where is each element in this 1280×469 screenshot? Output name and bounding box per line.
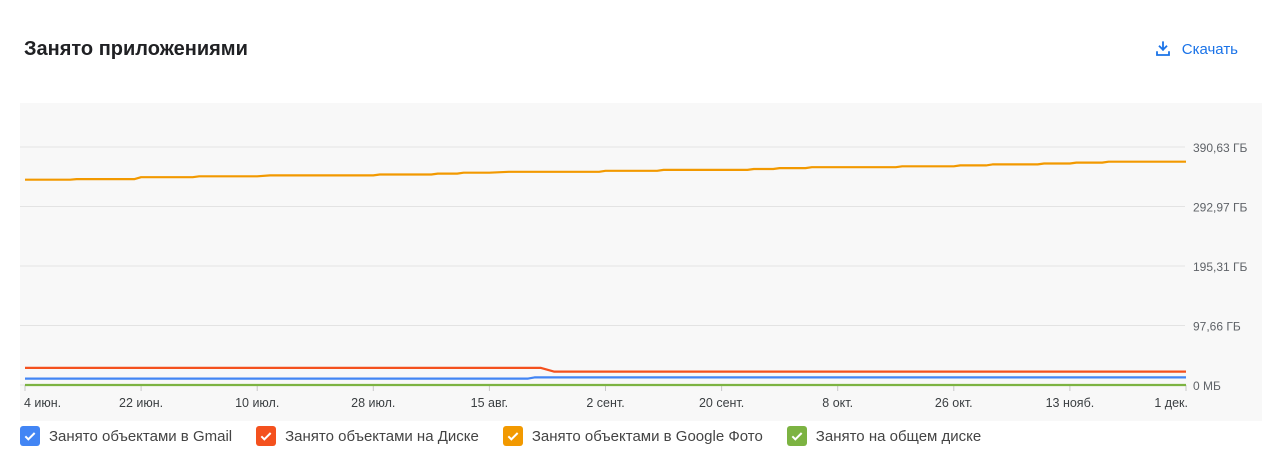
- checkbox-checked-icon[interactable]: [256, 426, 277, 446]
- series-line: [25, 366, 1186, 373]
- download-icon: [1155, 41, 1170, 56]
- x-tick-label: 20 сент.: [699, 396, 744, 410]
- legend-item[interactable]: Занято объектами на Диске: [256, 426, 479, 446]
- chart-legend: Занято объектами в Gmail Занято объектами…: [20, 424, 1005, 448]
- legend-item[interactable]: Занято объектами в Google Фото: [502, 426, 763, 446]
- y-tick-label: 97,66 ГБ: [1193, 320, 1241, 334]
- legend-label: Занято объектами в Google Фото: [531, 427, 763, 445]
- series-line: [25, 160, 1186, 181]
- x-tick-label: 28 июл.: [351, 396, 395, 410]
- x-tick-label: 13 нояб.: [1046, 396, 1095, 410]
- checkbox-checked-icon[interactable]: [502, 426, 523, 446]
- x-tick-label: 8 окт.: [822, 396, 853, 410]
- x-tick-label: 1 дек.: [1154, 396, 1188, 410]
- checkbox-checked-icon[interactable]: [786, 426, 807, 446]
- page-title: Занято приложениями: [24, 38, 248, 60]
- legend-item[interactable]: Занято на общем диске: [786, 426, 982, 446]
- y-tick-label: 292,97 ГБ: [1193, 201, 1248, 215]
- x-tick-label: 10 июл.: [235, 396, 279, 410]
- download-label: Скачать: [1181, 40, 1238, 58]
- y-tick-label: 390,63 ГБ: [1193, 141, 1248, 155]
- y-tick-label: 0 МБ: [1193, 379, 1221, 393]
- legend-label: Занято объектами в Gmail: [49, 427, 233, 445]
- legend-label: Занято объектами на Диске: [285, 427, 479, 445]
- download-button[interactable]: Скачать: [1154, 40, 1238, 58]
- x-tick-label: 22 июн.: [119, 396, 163, 410]
- series-line: [25, 376, 1186, 380]
- x-tick-label: 26 окт.: [935, 396, 973, 410]
- legend-item[interactable]: Занято объектами в Gmail: [20, 426, 232, 446]
- x-tick-label: 2 сент.: [586, 396, 624, 410]
- x-tick-label: 15 авг.: [471, 396, 508, 410]
- legend-label: Занято на общем диске: [815, 427, 982, 445]
- y-tick-label: 195,31 ГБ: [1193, 260, 1248, 274]
- checkbox-checked-icon[interactable]: [20, 426, 40, 446]
- x-tick-label: 4 июн.: [24, 396, 61, 410]
